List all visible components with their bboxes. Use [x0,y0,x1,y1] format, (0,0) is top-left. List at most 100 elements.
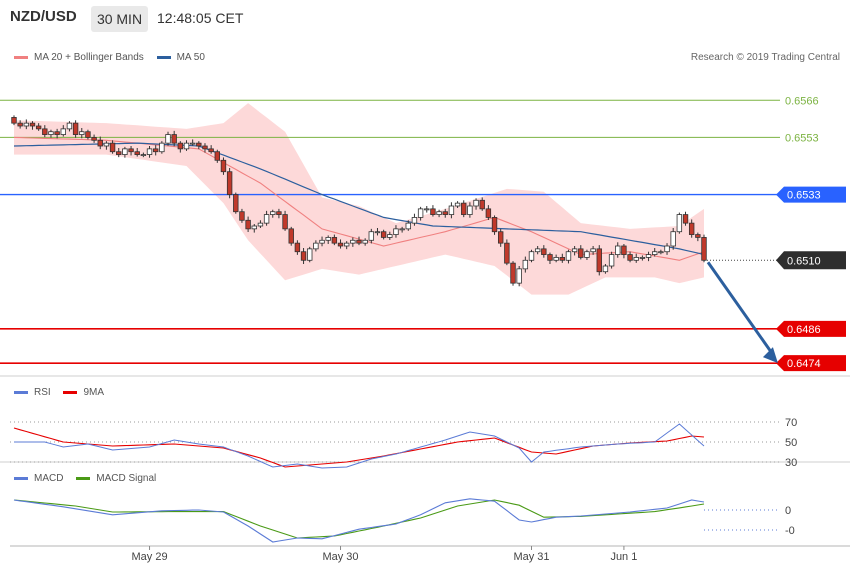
candle-down [627,254,633,261]
candle-down [196,142,202,147]
candle-down [202,145,208,150]
candle-up [454,202,461,207]
candle-up [122,148,128,155]
candle-up [325,237,331,241]
signal-swatch [76,476,91,480]
candle-down [356,239,362,244]
candle-up [448,205,455,215]
candle-down [491,217,498,233]
candle-up [571,248,578,253]
candle-up [473,199,479,207]
candle-up [664,245,670,253]
candle-down [109,142,116,153]
candle-up [565,251,572,261]
candle-up [467,205,473,215]
candle-up [658,251,664,254]
rsi-tick-label: 70 [785,417,797,429]
candle-down [152,148,159,153]
candle-down [430,208,436,215]
candle-up [602,265,609,273]
candle-down [17,122,23,127]
support-tag [776,320,846,337]
candle-down [72,122,79,135]
forecast-arrow [706,261,774,355]
candle-down [547,254,553,261]
candle-up [676,214,683,233]
candle-down [220,159,227,173]
candle-down [541,248,547,255]
candle-up [411,217,418,224]
rsi-ma-swatch [63,390,78,394]
candle-down [282,214,288,230]
ma50-swatch [156,55,171,59]
legend-rsi-ma: 9MA [83,387,105,398]
candle-down [578,248,584,258]
macd-tick-label: 0 [785,505,791,517]
candle-down [300,251,307,261]
candle-up [405,222,411,230]
candle-up [257,222,264,227]
candle-down [294,242,301,253]
ma20-swatch [14,55,28,59]
support-tag [776,355,846,372]
candle-down [42,128,48,135]
candle-down [288,228,294,244]
candle-up [263,214,270,224]
bollinger-band [14,103,704,295]
candle-down [504,242,510,264]
candle-up [436,211,442,215]
legend-macd: MACD [34,473,64,484]
current-price-label: 0.6510 [787,255,821,267]
macd-line [13,498,705,543]
pivot-tag [776,186,846,203]
candle-down [208,148,214,153]
candle-down [171,134,177,144]
research-credit: Research © 2019 Trading Central [690,52,840,63]
candle-down [596,248,602,273]
instrument-title: NZD/USD [10,8,77,25]
candle-down [116,151,122,155]
candle-up [251,225,257,230]
timeframe-button[interactable]: 30 MIN [91,6,148,32]
candle-up [159,142,165,153]
candle-up [140,154,147,156]
candle-up [639,257,646,259]
candle-down [91,137,97,141]
candle-up [670,231,676,247]
candle-up [387,234,393,238]
candle-down [85,131,91,138]
candle-up [66,122,73,130]
candle-up [590,248,596,253]
time-label: May 31 [513,551,549,563]
candle-up [652,251,658,255]
candle-up [553,257,559,261]
candle-up [522,259,529,270]
candle-up [584,251,590,258]
candle-down [276,211,282,215]
rsi-line [14,423,705,469]
candle-up [528,251,535,261]
candle-up [615,245,621,255]
macd-signal-line [13,499,705,539]
candle-down [380,231,387,238]
candle-up [633,257,639,261]
support-label: 0.6474 [787,358,821,370]
candle-down [245,219,251,230]
support-label: 0.6486 [787,324,821,336]
candle-down [461,202,467,215]
candle-down [331,237,338,244]
resistance-label: 0.6566 [785,95,819,107]
macd-tick-label: -0 [785,525,795,537]
rsi-tick-label: 30 [785,457,797,469]
price-legend: MA 20 + Bollinger Bands MA 50 [14,52,205,63]
candle-up [165,134,171,144]
candle-down [510,262,516,284]
candle-down [337,242,344,247]
candle-down [134,151,140,155]
legend-rsi: RSI [34,387,51,398]
candle-down [442,211,448,215]
legend-signal: MACD Signal [96,473,157,484]
candle-up [534,248,541,253]
candle-up [424,208,430,211]
ma50-line [13,142,705,256]
